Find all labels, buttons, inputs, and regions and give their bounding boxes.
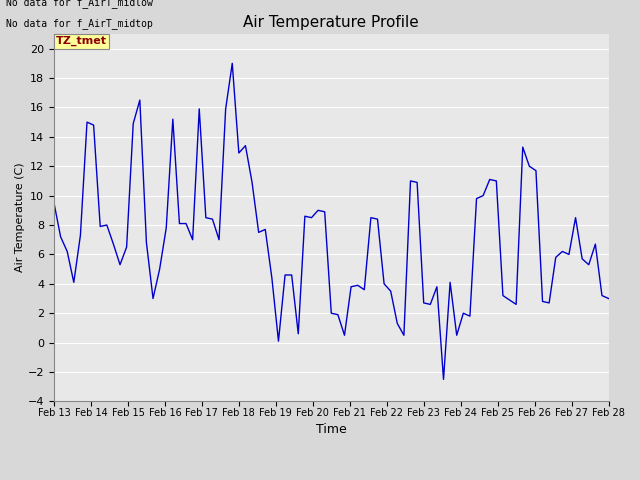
Text: No data for f_AirT_midtop: No data for f_AirT_midtop [6,18,153,29]
Legend: AirT 22m: AirT 22m [277,475,385,480]
Text: TZ_tmet: TZ_tmet [56,36,107,47]
X-axis label: Time: Time [316,423,347,436]
Title: Air Temperature Profile: Air Temperature Profile [243,15,419,30]
Y-axis label: Air Temperature (C): Air Temperature (C) [15,163,25,273]
Text: No data for f_AirT_midlow: No data for f_AirT_midlow [6,0,153,8]
